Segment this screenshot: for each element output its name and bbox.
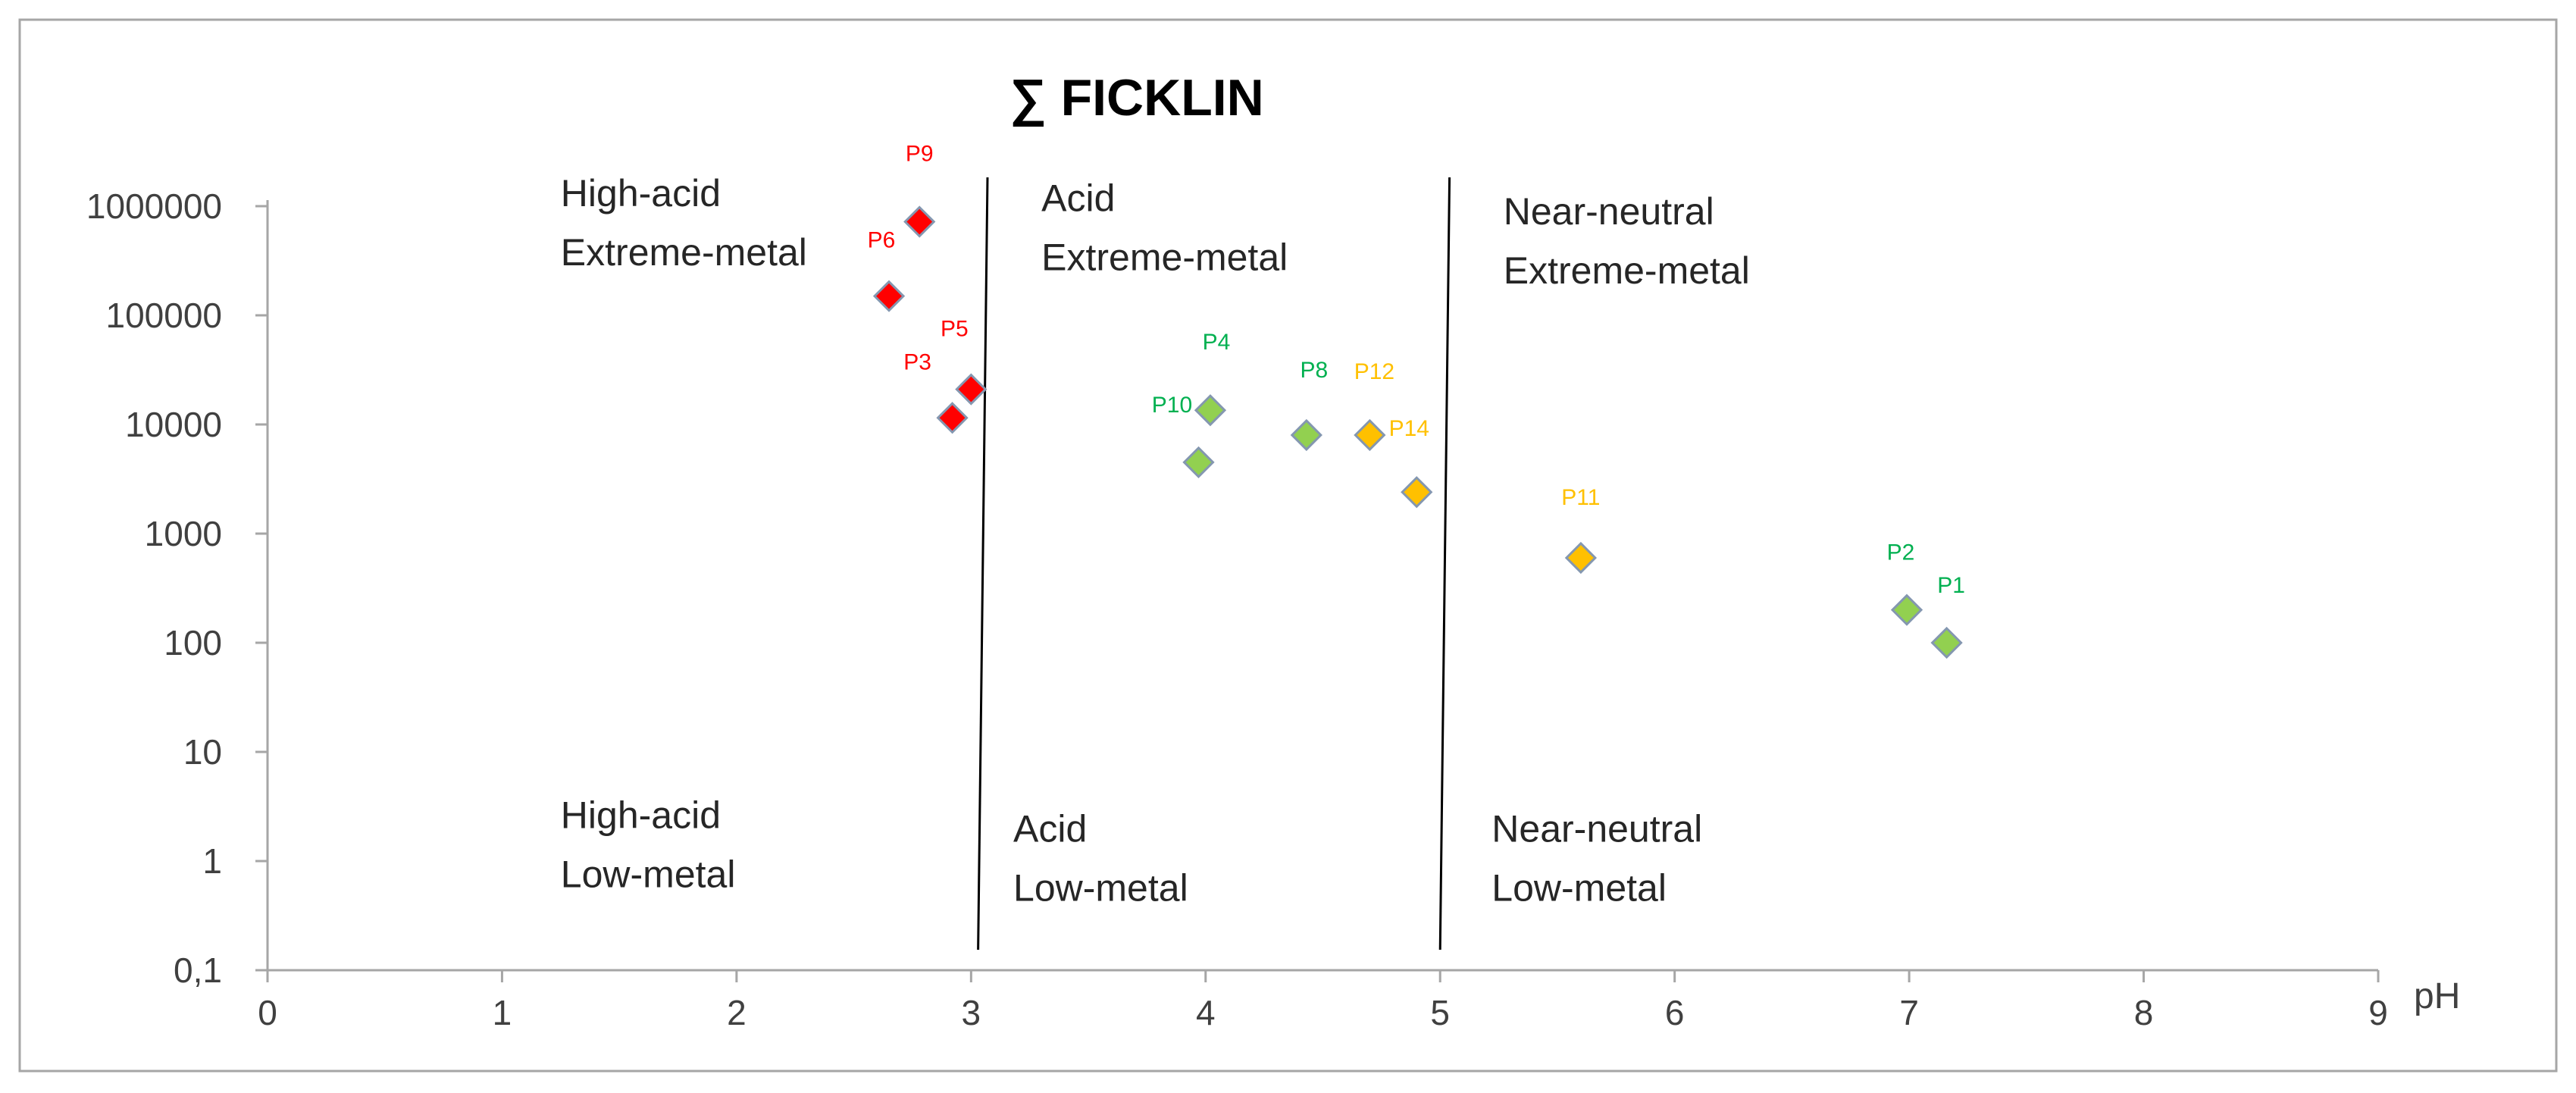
- data-point-p14: [1401, 476, 1433, 509]
- data-label-p8: P8: [1300, 358, 1328, 383]
- x-tick-label: 8: [2134, 993, 2154, 1032]
- data-point-p5: [955, 373, 988, 406]
- data-label-p2: P2: [1887, 540, 1915, 565]
- data-label-p6: P6: [868, 228, 896, 253]
- region-label-line1: Acid: [1041, 177, 1115, 220]
- region-label-line2: Extreme-metal: [1041, 236, 1288, 279]
- x-tick-label: 6: [1665, 993, 1685, 1032]
- region-label: High-acid Low-metal: [561, 794, 736, 896]
- region-label: Near-neutral Extreme-metal: [1504, 190, 1750, 292]
- x-tick-label: 2: [727, 993, 747, 1032]
- data-point-p2: [1890, 593, 1923, 626]
- region-label-line1: High-acid: [561, 172, 721, 215]
- region-divider-line: [977, 177, 989, 951]
- data-label-p12: P12: [1354, 359, 1394, 384]
- region-label: Near-neutral Low-metal: [1491, 808, 1702, 910]
- data-label-p3: P3: [903, 349, 931, 374]
- axes-layer: 0,1 1 10 100 1000 10000 100000 1000000 0 1 2 3 4 5 6 7 8…: [86, 186, 2388, 1032]
- data-point-p8: [1290, 418, 1322, 452]
- region-divider-line: [1438, 177, 1451, 951]
- data-points: P9 P6 P5 P3 P4 P10 P8 P12 P14 P11 P2 P1: [868, 142, 1965, 659]
- x-tick-label: 0: [258, 993, 277, 1032]
- y-tick-label: 1: [202, 841, 222, 881]
- region-label-line1: Near-neutral: [1504, 190, 1714, 233]
- chart-frame: [18, 18, 2558, 1073]
- data-point-p1: [1930, 626, 1963, 659]
- data-point-p3: [936, 402, 969, 434]
- region-label-line2: Extreme-metal: [1504, 249, 1750, 292]
- divider-layer: [977, 177, 1451, 951]
- x-tick-label: 9: [2368, 993, 2388, 1032]
- region-label-line2: Low-metal: [561, 853, 736, 896]
- y-tick-label: 100000: [106, 296, 223, 335]
- region-label-line2: Low-metal: [1491, 867, 1667, 910]
- region-label-line2: Low-metal: [1013, 867, 1188, 910]
- y-tick-label: 100: [164, 623, 222, 662]
- data-point-p12: [1354, 418, 1386, 452]
- data-point-p10: [1182, 446, 1215, 479]
- region-label-line1: Near-neutral: [1491, 808, 1702, 850]
- x-tick-label: 1: [493, 993, 512, 1032]
- data-point-p11: [1564, 541, 1598, 575]
- chart-title: ∑ FICKLIN: [1009, 69, 1264, 127]
- x-tick-label: 3: [962, 993, 981, 1032]
- region-label-line1: High-acid: [561, 794, 721, 837]
- region-label: Acid Low-metal: [1013, 808, 1188, 910]
- x-tick-label: 4: [1196, 993, 1216, 1032]
- data-label-p5: P5: [941, 317, 969, 342]
- y-tick-label: 10: [183, 732, 222, 772]
- data-point-p4: [1194, 394, 1227, 427]
- x-tick-label: 7: [1899, 993, 1919, 1032]
- x-tick-label: 5: [1430, 993, 1450, 1032]
- region-label: Acid Extreme-metal: [1041, 177, 1288, 279]
- y-tick-label: 10000: [125, 405, 222, 444]
- data-label-p11: P11: [1561, 485, 1600, 510]
- y-tick-label: 1000000: [86, 186, 222, 226]
- region-label: High-acid Extreme-metal: [561, 172, 807, 274]
- region-label-line2: Extreme-metal: [561, 231, 807, 274]
- data-label-p4: P4: [1203, 330, 1231, 355]
- y-tick-label: 0,1: [174, 951, 222, 990]
- data-label-p10: P10: [1152, 393, 1192, 418]
- region-label-line1: Acid: [1013, 808, 1087, 850]
- data-point-p9: [903, 205, 936, 238]
- data-label-p1: P1: [1937, 573, 1965, 598]
- x-axis-label: pH: [2414, 976, 2460, 1016]
- data-point-p6: [872, 280, 906, 312]
- data-label-p9: P9: [906, 142, 934, 167]
- data-label-p14: P14: [1389, 416, 1429, 441]
- y-tick-label: 1000: [145, 514, 222, 553]
